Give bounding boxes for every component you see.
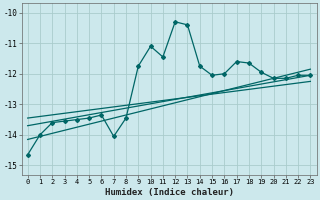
X-axis label: Humidex (Indice chaleur): Humidex (Indice chaleur): [105, 188, 234, 197]
